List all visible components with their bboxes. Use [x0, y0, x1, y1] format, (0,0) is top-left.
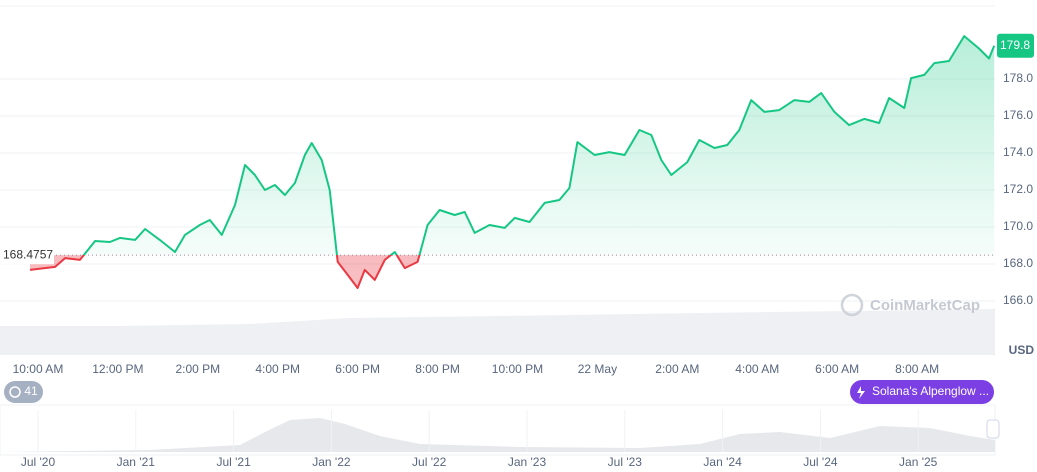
x-tick-label: 10:00 AM	[13, 362, 64, 376]
x-tick-label: 22 May	[578, 362, 617, 376]
news-icon	[857, 386, 865, 399]
x-tick-label: 6:00 AM	[815, 362, 859, 376]
history-icon	[9, 386, 21, 398]
last-price-badge	[997, 33, 1034, 58]
navigator-label: Jan '21	[117, 455, 156, 469]
navigator-label: Jan '25	[899, 455, 938, 469]
navigator-label: Jul '22	[412, 455, 447, 469]
history-badge-text: 41	[24, 384, 38, 398]
y-tick-label: 178.0	[1003, 71, 1033, 85]
price-line	[29, 35, 996, 289]
x-tick-label: 4:00 PM	[255, 362, 300, 376]
navigator-label: Jul '24	[803, 455, 838, 469]
y-tick-label: 166.0	[1003, 293, 1033, 307]
navigator-labels: Jul '20 Jan '21 Jul '21 Jan '22 Jul '22 Jan '…	[21, 410, 938, 469]
navigator-label: Jan '22	[312, 455, 351, 469]
watermark: CoinMarketCap	[870, 297, 980, 314]
y-tick-label: 168.0	[1003, 256, 1033, 270]
x-tick-label: 4:00 AM	[735, 362, 779, 376]
y-tick-label: 170.0	[1003, 219, 1033, 233]
navigator-label: Jul '23	[608, 455, 643, 469]
navigator-label: Jul '21	[216, 455, 251, 469]
x-tick-label: 12:00 PM	[92, 362, 143, 376]
news-badge[interactable]	[850, 380, 994, 404]
y-tick-label: 174.0	[1003, 145, 1033, 159]
navigator-label: Jan '24	[703, 455, 742, 469]
x-tick-label: 6:00 PM	[335, 362, 380, 376]
x-tick-label: 10:00 PM	[492, 362, 543, 376]
volume-band	[0, 309, 995, 355]
watermark-logo	[840, 293, 864, 317]
x-tick-label: 8:00 PM	[415, 362, 460, 376]
y-tick-label: 176.0	[1003, 108, 1033, 122]
x-tick-label: 8:00 AM	[895, 362, 939, 376]
plot-area: 168.4757	[0, 35, 996, 302]
news-badge-text: Solana's Alpenglow ...	[872, 384, 989, 398]
last-price-label: 179.8	[1000, 38, 1030, 52]
navigator-volume	[0, 418, 995, 452]
x-tick-label: 2:00 PM	[175, 362, 220, 376]
navigator-label: Jul '20	[21, 455, 56, 469]
baseline-label-bg	[0, 246, 54, 265]
navigator-handle[interactable]	[986, 419, 1000, 439]
baseline-label: 168.4757	[3, 247, 53, 261]
x-tick-label: 2:00 AM	[655, 362, 699, 376]
navigator-label: Jan '23	[508, 455, 547, 469]
area-fill	[30, 36, 995, 288]
currency-label: USD	[1009, 343, 1035, 357]
y-tick-label: 172.0	[1003, 182, 1033, 196]
